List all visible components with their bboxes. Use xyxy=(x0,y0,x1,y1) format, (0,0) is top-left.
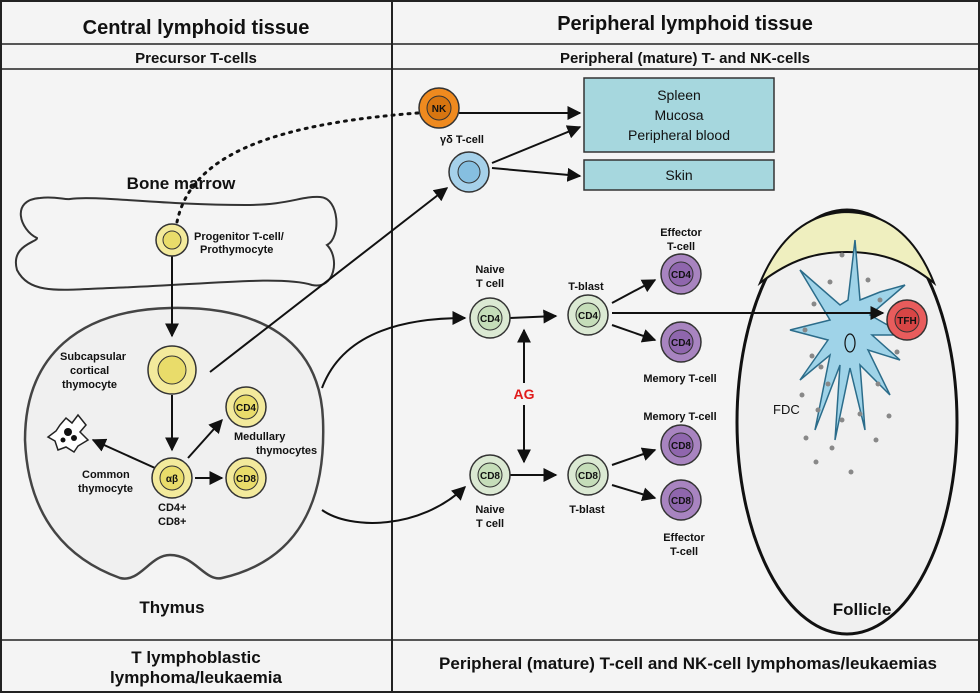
bone-marrow-shape xyxy=(14,195,338,291)
footer-right: Peripheral (mature) T-cell and NK-cell l… xyxy=(439,654,937,673)
gd-tcell-label: γδ T-cell xyxy=(440,134,484,146)
memory-cd4-label: CD4 xyxy=(671,338,691,349)
naive-cd4-cell xyxy=(469,297,511,339)
tfh-cell xyxy=(886,299,928,341)
connectors xyxy=(91,106,885,524)
fdc-dots xyxy=(799,252,900,475)
peripheral-subheader: Peripheral (mature) T- and NK-cells xyxy=(560,50,810,67)
medullary-cd4-cell xyxy=(225,386,267,428)
naive-bottom-label-2: T cell xyxy=(476,518,504,530)
medullary-label-2: thymocytes xyxy=(256,445,317,457)
progenitor-label-1: Progenitor T-cell/ xyxy=(194,231,284,243)
naive-top-label-1: Naive xyxy=(475,264,504,276)
arrow-naive-cd4-to-blast xyxy=(509,309,558,324)
central-header: Central lymphoid tissue xyxy=(83,17,310,39)
memory-top-label: Memory T-cell xyxy=(643,373,716,385)
ag-label: AG xyxy=(514,386,535,402)
arrow-blast8-to-memory xyxy=(611,447,657,466)
effector-cd4-cell xyxy=(660,253,702,295)
common-thymocyte-cell xyxy=(151,457,193,499)
subcapsular-label-2: cortical xyxy=(70,365,109,377)
mucosa-label: Mucosa xyxy=(654,107,703,123)
footer-left-line1: T lymphoblastic xyxy=(131,648,260,667)
tblast-cd4-cell xyxy=(567,294,609,336)
common-label-2: thymocyte xyxy=(78,483,133,495)
memory-cd4-cell xyxy=(660,321,702,363)
dotted-progenitor-to-nk xyxy=(175,111,420,224)
effector-bottom-label-2: T-cell xyxy=(670,546,698,558)
nk-label: NK xyxy=(432,104,447,115)
medullary-label-1: Medullary xyxy=(234,431,286,443)
naive-cd4-label: CD4 xyxy=(480,314,500,325)
subcapsular-thymocyte xyxy=(147,345,197,395)
spleen-label: Spleen xyxy=(657,87,701,103)
thymus-title: Thymus xyxy=(139,598,204,617)
arrow-to-gd-tcell xyxy=(209,187,449,373)
tblast-bottom-label: T-blast xyxy=(569,504,605,516)
footer-left-line2: lymphoma/leukaemia xyxy=(110,668,283,687)
effector-cd8-label: CD8 xyxy=(671,496,691,507)
cd4plus-label: CD4+ xyxy=(158,502,186,514)
tblast-cd8-cell xyxy=(567,454,609,496)
effector-cd8-cell xyxy=(660,479,702,521)
arrow-gd-to-skin xyxy=(491,167,582,182)
arrow-thymus-to-naive-cd8 xyxy=(321,486,467,524)
spleen-mucosa-box xyxy=(583,77,775,153)
skin-label: Skin xyxy=(665,167,692,183)
arrow-blast8-to-effector xyxy=(611,484,657,502)
medullary-cd8-cell xyxy=(225,457,267,499)
memory-bottom-label: Memory T-cell xyxy=(643,411,716,423)
alphabeta-label: αβ xyxy=(166,474,178,485)
memory-cd8-cell xyxy=(660,424,702,466)
effector-top-label-1: Effector xyxy=(660,227,702,239)
arrow-gd-to-spleen xyxy=(491,125,582,164)
follicle-title: Follicle xyxy=(833,600,892,619)
tfh-label: TFH xyxy=(897,316,916,327)
subcapsular-label-1: Subcapsular xyxy=(60,351,127,363)
effector-top-label-2: T-cell xyxy=(667,241,695,253)
medullary-cd4-label: CD4 xyxy=(236,403,256,414)
tblast-top-label: T-blast xyxy=(568,281,604,293)
arrow-to-dying-cell xyxy=(91,438,156,469)
memory-cd8-label: CD8 xyxy=(671,441,691,452)
naive-cd8-cell xyxy=(469,454,511,496)
naive-cd8-label: CD8 xyxy=(480,471,500,482)
progenitor-label-2: Prothymocyte xyxy=(200,244,273,256)
gd-tcell xyxy=(448,151,490,193)
follicle-mantle xyxy=(757,210,937,287)
precursor-subheader: Precursor T-cells xyxy=(135,50,257,67)
arrow-thymus-to-naive-cd4 xyxy=(321,311,467,389)
common-label-1: Common xyxy=(82,469,130,481)
arrow-to-cd4-med xyxy=(187,418,223,459)
tblast-cd4-label: CD4 xyxy=(578,311,598,322)
bone-marrow-title: Bone marrow xyxy=(127,174,236,193)
medullary-cd8-label: CD8 xyxy=(236,474,256,485)
effector-cd4-label: CD4 xyxy=(671,270,691,281)
naive-bottom-label-1: Naive xyxy=(475,504,504,516)
subcapsular-label-3: thymocyte xyxy=(62,379,117,391)
peripheral-header: Peripheral lymphoid tissue xyxy=(557,13,813,35)
naive-top-label-2: T cell xyxy=(476,278,504,290)
tblast-cd8-label: CD8 xyxy=(578,471,598,482)
progenitor-cell xyxy=(155,223,189,257)
nk-cell xyxy=(418,87,460,129)
effector-bottom-label-1: Effector xyxy=(663,532,705,544)
cd8plus-label: CD8+ xyxy=(158,516,186,528)
fdc-label: FDC xyxy=(773,402,800,417)
peripheral-blood-label: Peripheral blood xyxy=(628,127,730,143)
arrow-blast4-to-memory xyxy=(611,324,657,343)
follicle: FDC Follicle xyxy=(735,208,959,636)
skin-box xyxy=(583,159,775,191)
arrow-blast4-to-effector xyxy=(611,279,657,304)
